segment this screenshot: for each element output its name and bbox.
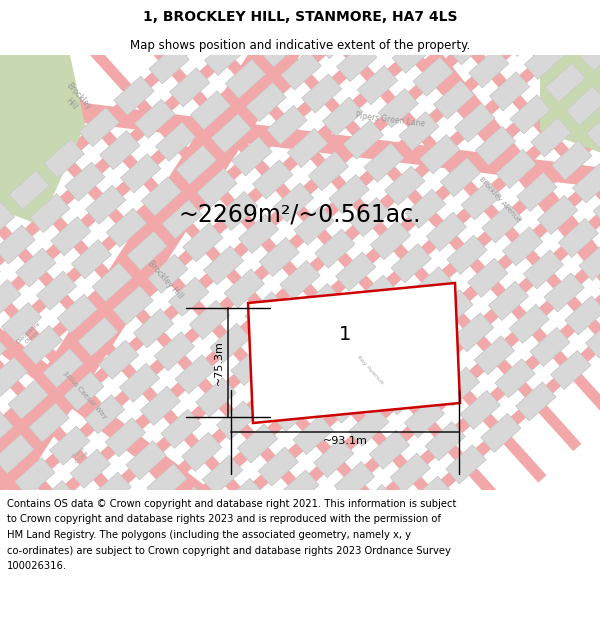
Text: 100026316.: 100026316. [7,561,67,571]
Polygon shape [167,487,208,526]
Polygon shape [141,177,181,216]
Text: Brockley
Hill: Brockley Hill [57,81,93,119]
Polygon shape [231,346,271,386]
Polygon shape [329,174,369,214]
Polygon shape [202,456,242,494]
Text: Contains OS data © Crown copyright and database right 2021. This information is : Contains OS data © Crown copyright and d… [7,499,457,509]
Polygon shape [301,284,341,322]
Polygon shape [425,422,465,461]
Polygon shape [22,60,600,625]
Polygon shape [299,493,340,532]
Polygon shape [188,510,229,549]
Polygon shape [558,219,598,258]
Polygon shape [70,449,110,488]
Polygon shape [404,399,445,437]
Polygon shape [279,470,319,509]
Polygon shape [314,439,354,478]
Polygon shape [426,213,466,251]
Polygon shape [559,9,599,48]
Polygon shape [251,369,292,409]
Polygon shape [91,472,131,511]
Polygon shape [226,59,265,98]
Polygon shape [92,262,133,302]
Polygon shape [274,183,314,222]
Polygon shape [467,258,508,298]
Polygon shape [210,323,250,362]
Text: Map shows position and indicative extent of the property.: Map shows position and indicative extent… [130,39,470,51]
Polygon shape [65,162,105,201]
Polygon shape [350,198,390,237]
Polygon shape [509,304,550,343]
Polygon shape [0,0,578,500]
Polygon shape [295,0,335,36]
Polygon shape [253,160,293,199]
Polygon shape [126,441,166,480]
Text: ~75.3m: ~75.3m [214,340,224,385]
Polygon shape [124,14,547,482]
Polygon shape [438,0,600,199]
Polygon shape [105,418,145,457]
Polygon shape [272,392,313,431]
Polygon shape [176,146,217,184]
Polygon shape [224,269,265,308]
Text: 1, BROCKLEY HILL, STANMORE, HA7 4LS: 1, BROCKLEY HILL, STANMORE, HA7 4LS [143,10,457,24]
Polygon shape [244,501,284,541]
Polygon shape [253,160,293,199]
Polygon shape [205,36,245,76]
Polygon shape [0,18,308,522]
Polygon shape [29,403,69,442]
Polygon shape [314,439,354,478]
Polygon shape [0,0,557,477]
Polygon shape [78,318,118,356]
Polygon shape [246,82,286,121]
Polygon shape [238,424,278,463]
Polygon shape [1,512,41,551]
Polygon shape [406,189,446,228]
Polygon shape [0,0,600,569]
Polygon shape [105,418,145,457]
Polygon shape [223,479,263,518]
Polygon shape [469,49,509,88]
Polygon shape [368,0,600,262]
Polygon shape [385,166,425,205]
Polygon shape [579,241,600,281]
Polygon shape [322,97,362,136]
Polygon shape [175,355,215,394]
Polygon shape [1,512,41,551]
Text: HM Land Registry. The polygons (including the associated geometry, namely x, y: HM Land Registry. The polygons (includin… [7,530,411,540]
Polygon shape [358,66,398,104]
Polygon shape [370,430,410,469]
Polygon shape [183,223,223,262]
Polygon shape [322,307,362,346]
Polygon shape [460,391,500,429]
Polygon shape [455,103,495,142]
Polygon shape [488,281,529,321]
Polygon shape [258,447,298,486]
Polygon shape [587,109,600,149]
Polygon shape [154,332,194,371]
Polygon shape [127,231,167,270]
Polygon shape [248,283,460,423]
Polygon shape [267,106,307,144]
Polygon shape [64,372,104,411]
Polygon shape [320,516,361,555]
Polygon shape [211,114,251,153]
Polygon shape [328,384,368,423]
Polygon shape [404,399,445,437]
Polygon shape [37,271,77,310]
Polygon shape [22,326,62,364]
Polygon shape [0,434,34,474]
Polygon shape [545,63,586,102]
Polygon shape [559,9,599,48]
Polygon shape [539,0,579,25]
Polygon shape [281,51,321,90]
Polygon shape [106,208,146,247]
Polygon shape [14,458,55,497]
Polygon shape [0,90,600,190]
Polygon shape [523,250,563,289]
Polygon shape [30,194,70,232]
